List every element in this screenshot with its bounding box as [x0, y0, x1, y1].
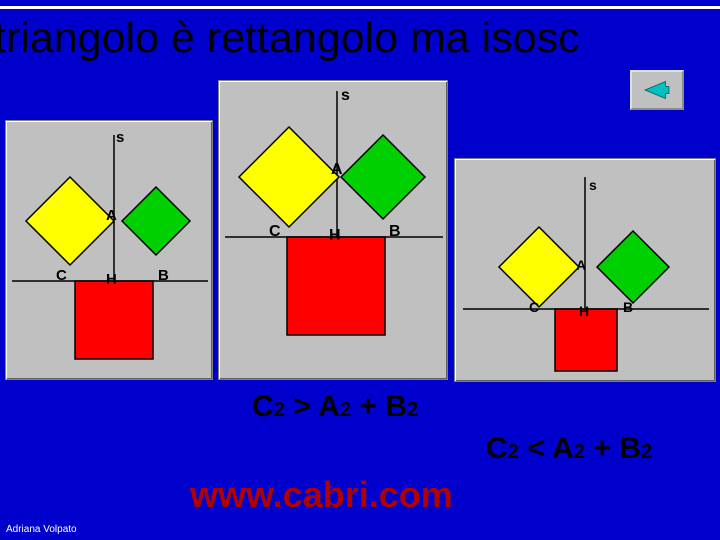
- diagram-label: C: [269, 223, 281, 241]
- diagram-label: C: [56, 267, 67, 284]
- back-arrow-icon: [640, 76, 674, 104]
- diagram-label: B: [389, 223, 401, 241]
- diagram-label: s: [116, 129, 124, 146]
- diagram-label: C: [529, 299, 539, 315]
- page-title: triangolo è rettangolo ma isosc: [0, 14, 580, 63]
- diagram-label: A: [576, 257, 586, 273]
- author-credit: Adriana Volpato: [6, 524, 77, 535]
- diagram-panel-1: s A C H B: [218, 80, 448, 380]
- diagram-label: B: [623, 299, 633, 315]
- diagram-label: s: [589, 177, 597, 193]
- diagram-label: A: [106, 207, 117, 224]
- diagram-panel-2: s A C H B: [454, 158, 716, 382]
- diagram-panel-0: s A C H B: [5, 120, 213, 380]
- formula-less: C2 < A2 + B2: [486, 432, 652, 466]
- diagram-label: A: [331, 161, 343, 179]
- back-arrow-shape: [645, 82, 669, 99]
- formula-greater: C2 > A2 + B2: [252, 390, 418, 424]
- diagram-label: H: [579, 303, 589, 319]
- back-button[interactable]: [630, 70, 684, 110]
- top-rule: [0, 6, 720, 9]
- diagram-label: s: [341, 87, 350, 105]
- diagram-label: B: [158, 267, 169, 284]
- diagram-label: H: [329, 227, 341, 245]
- site-link[interactable]: www.cabri.com: [190, 474, 453, 516]
- diagram-label: H: [106, 271, 117, 288]
